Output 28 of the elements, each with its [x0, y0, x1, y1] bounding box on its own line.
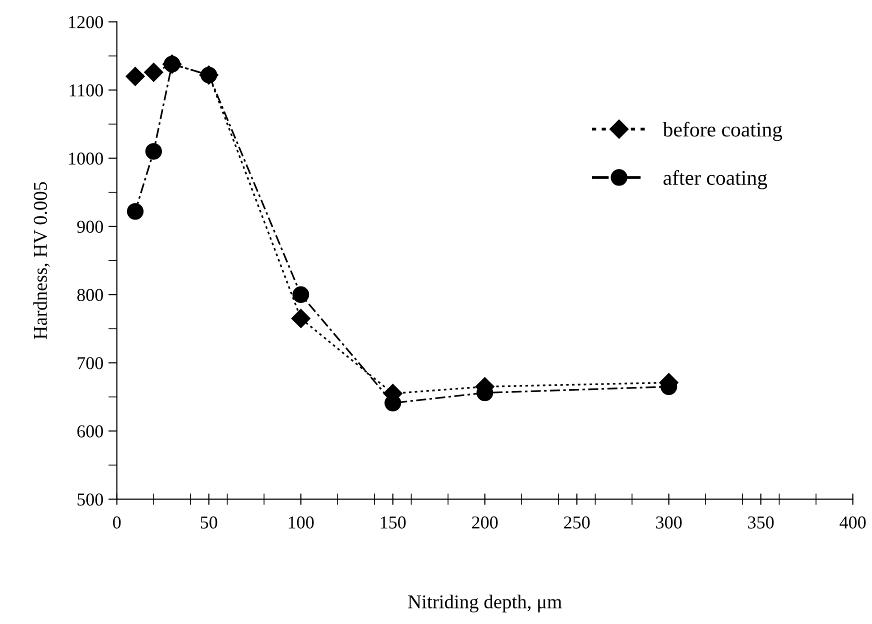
y-tick-label: 1000	[69, 152, 103, 165]
x-tick-label: 300	[656, 516, 682, 529]
x-tick-label: 0	[113, 516, 121, 529]
x-axis-title: Nitriding depth, μm	[408, 594, 562, 612]
x-tick-label: 250	[564, 516, 590, 529]
x-tick-label: 50	[200, 516, 218, 529]
y-tick-label: 1200	[69, 16, 103, 28]
legend-label: after coating	[664, 170, 768, 190]
x-tick-label: 100	[288, 516, 314, 529]
y-axis-title: Hardness, HV 0.005	[33, 182, 50, 340]
x-tick-label: 400	[840, 516, 866, 529]
y-tick-label: 900	[77, 220, 103, 233]
y-tick-label: 500	[78, 493, 103, 506]
y-tick-label: 600	[77, 425, 103, 438]
point	[126, 66, 145, 86]
legend-label: before coating	[662, 122, 782, 141]
point	[291, 308, 310, 328]
point	[144, 62, 164, 82]
point	[292, 286, 310, 303]
point	[145, 143, 162, 160]
point	[200, 66, 218, 84]
x-tick-label: 200	[472, 516, 498, 529]
x-tick-label: 150	[380, 516, 406, 529]
y-tick-label: 1100	[70, 84, 103, 96]
y-tick-label: 700	[78, 357, 103, 370]
y-tick-label: 800	[77, 288, 103, 302]
x-tick-label: 350	[748, 516, 774, 529]
point	[126, 203, 144, 220]
